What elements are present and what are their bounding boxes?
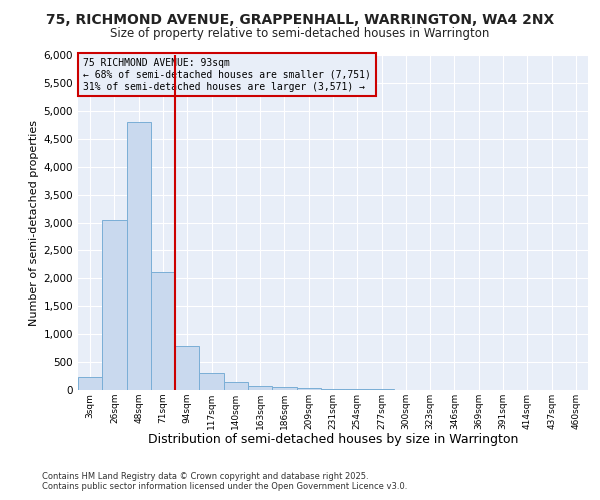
Bar [345,389,370,390]
Bar [248,386,272,390]
Bar [151,272,175,390]
Text: Size of property relative to semi-detached houses in Warrington: Size of property relative to semi-detach… [110,28,490,40]
Bar [175,346,199,390]
Bar [102,220,127,390]
Text: 75, RICHMOND AVENUE, GRAPPENHALL, WARRINGTON, WA4 2NX: 75, RICHMOND AVENUE, GRAPPENHALL, WARRIN… [46,12,554,26]
Bar [272,388,296,390]
X-axis label: Distribution of semi-detached houses by size in Warrington: Distribution of semi-detached houses by … [148,434,518,446]
Text: 75 RICHMOND AVENUE: 93sqm
← 68% of semi-detached houses are smaller (7,751)
31% : 75 RICHMOND AVENUE: 93sqm ← 68% of semi-… [83,58,371,92]
Y-axis label: Number of semi-detached properties: Number of semi-detached properties [29,120,40,326]
Bar [321,389,345,390]
Bar [199,373,224,390]
Bar [78,376,102,390]
Bar [296,388,321,390]
Bar [224,382,248,390]
Bar [127,122,151,390]
Text: Contains HM Land Registry data © Crown copyright and database right 2025.
Contai: Contains HM Land Registry data © Crown c… [42,472,407,491]
